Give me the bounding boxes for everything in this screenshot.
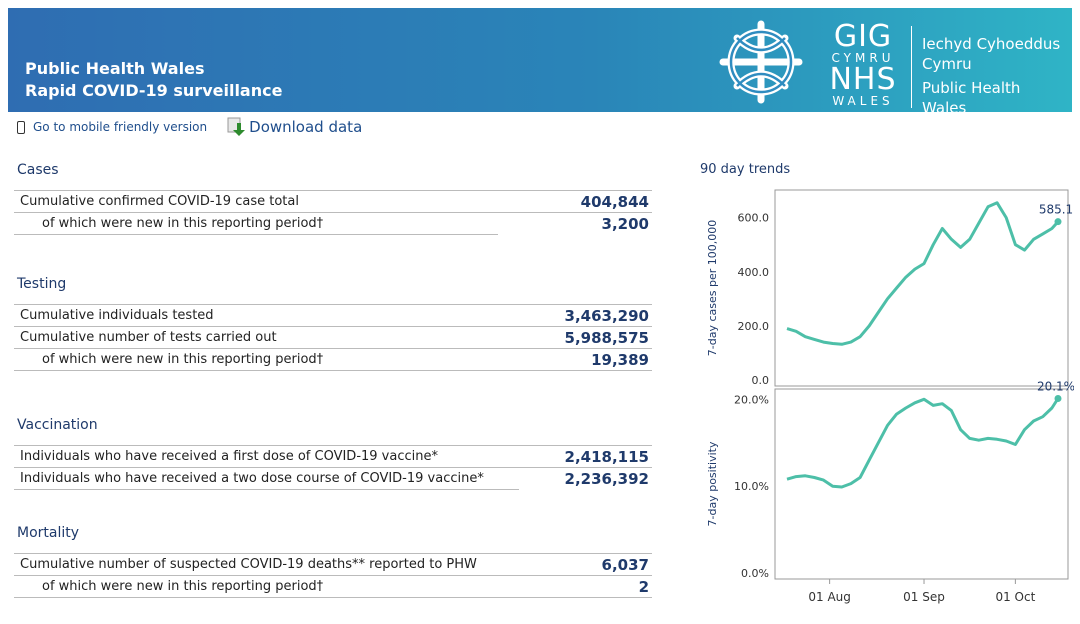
row-label: Cumulative individuals tested [20,308,214,323]
last-point [1054,218,1062,226]
row-value: 6,037 [601,555,649,574]
divider [14,304,652,305]
row-value: 2,418,115 [564,447,649,466]
table-row: Cumulative individuals tested 3,463,290 [20,305,649,326]
y-tick-label: 20.0% [734,393,769,406]
divider [14,234,498,235]
nhs-wales-logo: GIG CYMRU NHS WALES [820,22,906,108]
divider [14,575,652,576]
divider [14,190,652,191]
trends-chart: 0.0 200.0 400.0 600.0 7-day cases per 100,00… [706,189,1074,604]
logo-divider [911,26,912,108]
y-axis-label: 7-day positivity [706,441,719,526]
x-tick-label: 01 Aug [808,590,851,604]
logo-org-welsh-line1: Iechyd Cyhoeddus [922,35,1061,53]
y-tick-label: 600.0 [738,212,770,225]
download-data-label: Download data [249,118,363,136]
row-label: of which were new in this reporting peri… [42,216,324,231]
header-title-line1: Public Health Wales [25,59,205,78]
logo-org-welsh: Iechyd Cyhoeddus Cymru [922,34,1060,74]
chart-panel-frame [774,189,1069,387]
row-value: 2 [638,577,649,596]
mobile-phone-icon [17,120,25,134]
download-data-link[interactable]: Download data [227,117,362,137]
logo-wales-text: WALES [832,94,894,108]
table-row: Cumulative confirmed COVID-19 case total… [20,191,649,212]
page-header: Public Health Wales Rapid COVID-19 surve… [8,8,1072,117]
y-tick-label: 10.0% [734,480,769,493]
logo-org-english-line1: Public Health [922,79,1021,97]
row-label: of which were new in this reporting peri… [42,579,324,594]
logo-org-welsh-line2: Cymru [922,55,972,73]
logo-org-english-line2: Wales [922,99,967,117]
series-line [786,201,1060,346]
x-tick-label: 01 Sep [903,590,945,604]
logo-cymru-text: CYMRU [831,51,895,65]
divider [14,212,652,213]
y-tick-label: 400.0 [738,266,770,279]
logo-org-english: Public Health Wales [922,78,1020,118]
series-line [786,397,1060,489]
table-row: Cumulative number of suspected COVID-19 … [20,554,649,575]
row-value: 2,236,392 [564,469,649,488]
divider [14,597,652,598]
divider [14,326,652,327]
table-row: of which were new in this reporting peri… [20,213,649,234]
row-value: 5,988,575 [564,328,649,347]
section-title-testing: Testing [17,276,67,292]
table-row: Individuals who have received a two dose… [20,468,649,489]
divider [14,445,652,446]
y-tick-label: 0.0% [741,567,769,580]
divider [14,348,652,349]
section-title-mortality: Mortality [17,525,80,541]
divider [14,370,652,371]
section-title-vaccination: Vaccination [17,417,98,433]
header-title-line2: Rapid COVID-19 surveillance [25,81,283,100]
row-value: 404,844 [580,192,649,211]
mobile-version-label: Go to mobile friendly version [33,120,208,134]
logo-nhs-text: NHS [829,62,897,97]
row-label: Individuals who have received a first do… [20,449,438,464]
table-row: Individuals who have received a first do… [20,446,649,467]
x-tick-label: 01 Oct [995,590,1035,604]
row-label: Individuals who have received a two dose… [20,471,484,486]
table-row: Cumulative number of tests carried out 5… [20,327,649,348]
last-value-label: 20.1% [1037,379,1074,393]
divider [14,489,519,490]
y-tick-label: 0.0 [752,374,770,387]
row-value: 19,389 [591,350,649,369]
divider [14,553,652,554]
y-axis-label: 7-day cases per 100,000 [706,220,719,356]
table-row: of which were new in this reporting peri… [20,349,649,370]
row-label: Cumulative number of tests carried out [20,330,277,345]
logo-gig-text: GIG [833,19,893,54]
last-value-label: 585.1 [1039,203,1073,217]
chart-panel-frame [774,388,1069,580]
trends-title: 90 day trends [700,162,791,177]
table-row: of which were new in this reporting peri… [20,576,649,597]
row-value: 3,463,290 [564,306,649,325]
top-links: Go to mobile friendly version Download d… [17,117,362,137]
row-label: Cumulative number of suspected COVID-19 … [20,557,477,572]
download-icon [227,117,246,136]
section-title-cases: Cases [17,162,59,178]
mobile-version-link[interactable]: Go to mobile friendly version [17,120,207,134]
last-point [1054,394,1062,402]
row-value: 3,200 [601,214,649,233]
row-label: Cumulative confirmed COVID-19 case total [20,194,299,209]
divider [14,467,652,468]
y-tick-label: 200.0 [738,320,770,333]
phw-knot-logo-icon [719,20,803,104]
row-label: of which were new in this reporting peri… [42,352,324,367]
